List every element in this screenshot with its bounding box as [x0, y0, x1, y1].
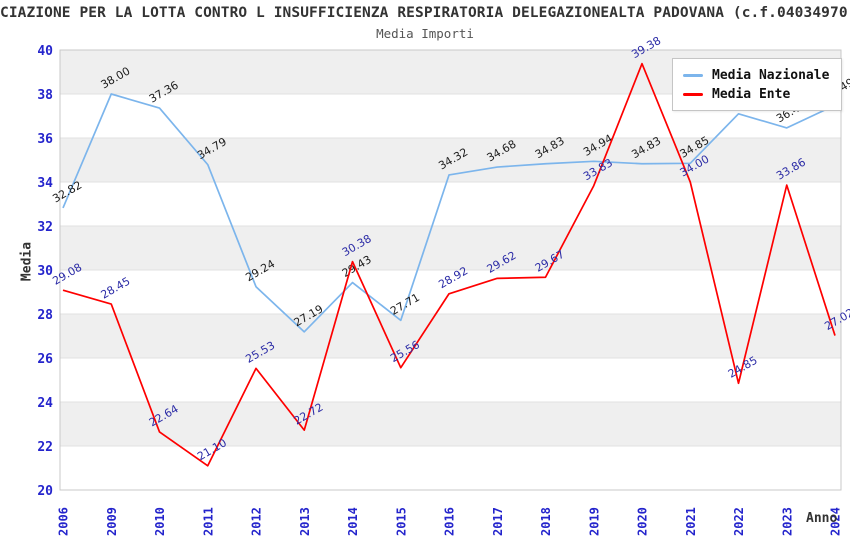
y-tick-label: 30: [37, 264, 53, 279]
series-line-media-nazionale: [62, 93, 836, 333]
x-tick-label: 2018: [539, 507, 553, 536]
y-tick-label: 24: [37, 396, 53, 411]
y-axis-title: Media: [19, 241, 35, 282]
y-tick-label: 22: [37, 440, 53, 455]
x-tick-label: 2016: [443, 507, 457, 536]
media-ente-line-swatch: [683, 93, 703, 96]
legend-label-media-ente: Media Ente: [712, 87, 791, 102]
media-nazionale-line-swatch: [683, 74, 703, 77]
plot-band: [60, 314, 841, 358]
chart-title: CIAZIONE PER LA LOTTA CONTRO L INSUFFICI…: [0, 5, 848, 21]
y-tick-label: 26: [37, 352, 53, 367]
chart-subtitle: Media Importi: [376, 26, 474, 41]
x-tick-label: 2012: [250, 507, 264, 536]
x-axis-title: Anno: [806, 511, 838, 526]
x-tick-label: 2014: [346, 507, 360, 536]
y-tick-label: 32: [37, 220, 53, 235]
x-tick-label: 2013: [298, 507, 312, 536]
y-tick-label: 34: [37, 176, 53, 191]
plot-band: [60, 226, 841, 270]
y-tick-label: 20: [37, 484, 53, 499]
x-tick-label: 2022: [732, 507, 746, 536]
y-tick-label: 36: [37, 132, 53, 147]
x-tick-label: 2009: [105, 507, 119, 536]
legend: Media Nazionale Media Ente: [672, 58, 843, 111]
legend-label-media-nazionale: Media Nazionale: [712, 68, 830, 83]
x-tick-label: 2019: [587, 507, 601, 536]
x-tick-label: 2011: [201, 507, 215, 536]
y-tick-label: 28: [37, 308, 53, 323]
y-tick-label: 40: [37, 44, 53, 59]
y-tick-label: 38: [37, 88, 53, 103]
legend-item-media-ente[interactable]: Media Ente: [683, 85, 829, 104]
x-tick-label: 2023: [780, 507, 794, 536]
x-tick-label: 2015: [394, 507, 408, 536]
legend-item-media-nazionale[interactable]: Media Nazionale: [683, 66, 829, 85]
x-tick-label: 2017: [491, 507, 505, 536]
plot-border: [59, 49, 842, 491]
x-tick-label: 2006: [57, 507, 71, 536]
x-tick-label: 2021: [684, 507, 698, 536]
x-tick-label: 2024: [829, 507, 843, 536]
series-line-media-ente: [62, 62, 836, 467]
x-tick-label: 2020: [636, 507, 650, 536]
plot-band: [60, 402, 841, 446]
x-tick-label: 2010: [153, 507, 167, 536]
data-label-media-ente: 28.45: [99, 275, 133, 302]
